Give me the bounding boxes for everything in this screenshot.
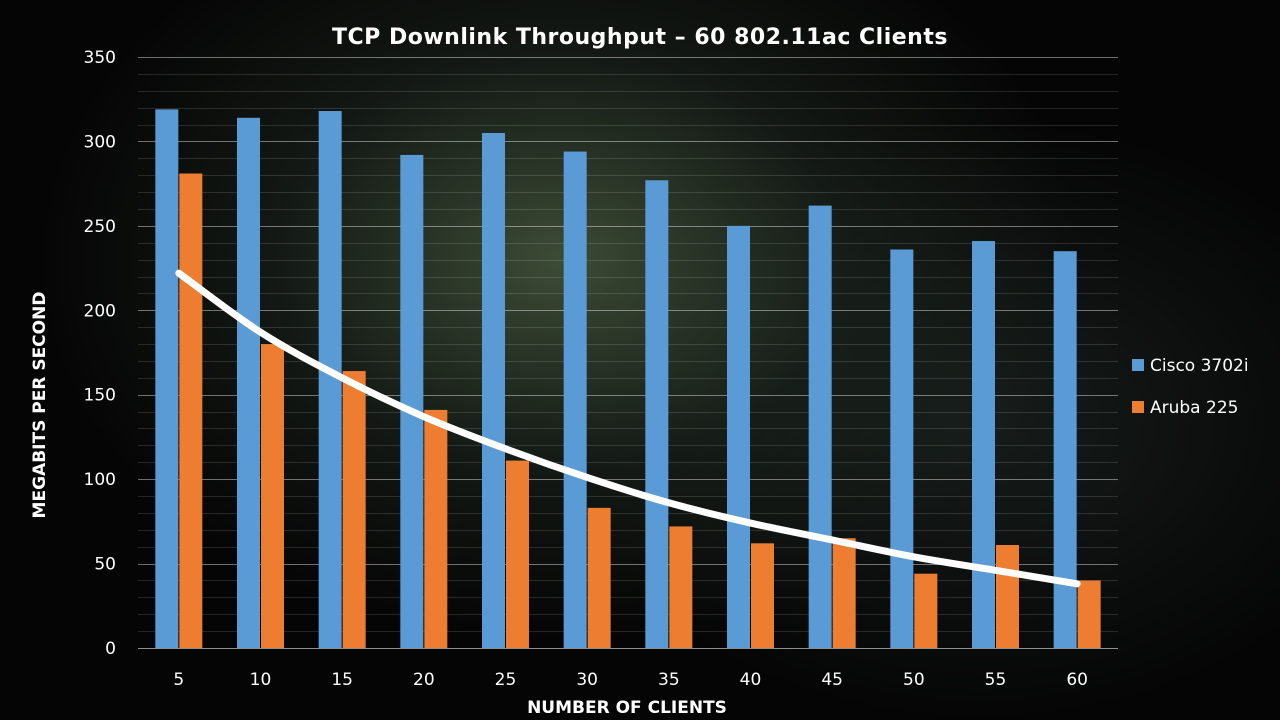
bar-cisco-3702i [237,117,260,648]
bar-cisco-3702i [808,205,832,648]
legend-swatch [1132,359,1144,371]
x-tick-label: 50 [903,670,925,690]
bar-cisco-3702i [563,151,587,648]
x-tick-label: 35 [658,670,680,690]
y-tick-label: 350 [84,48,116,68]
legend-swatch [1132,401,1144,413]
bar-aruba-225 [179,173,203,649]
y-tick-label: 100 [84,470,116,490]
bars [155,109,1101,649]
bar-aruba-225 [996,544,1019,648]
bar-aruba-225 [587,507,611,648]
bar-aruba-225 [669,526,693,648]
y-tick-label: 300 [84,132,116,152]
x-tick-label: 15 [331,670,353,690]
y-tick-label: 200 [84,301,116,321]
legend: Cisco 3702i Aruba 225 [1132,356,1249,418]
y-axis-title: MEGABITS PER SECOND [30,292,50,519]
bar-cisco-3702i [155,109,179,649]
x-tick-label: 45 [821,670,843,690]
bar-cisco-3702i [400,154,424,649]
y-tick-label: 150 [84,386,116,406]
y-tick-label: 250 [84,217,116,237]
x-tick-label: 40 [740,670,762,690]
bar-aruba-225 [424,409,448,648]
x-tick-label: 30 [576,670,598,690]
x-tick-label: 55 [985,670,1007,690]
bar-aruba-225 [832,538,856,648]
bar-aruba-225 [914,573,938,648]
x-tick-label: 5 [173,670,184,690]
x-tick-label: 25 [495,670,517,690]
bar-cisco-3702i [482,132,505,648]
legend-label: Aruba 225 [1150,398,1238,418]
x-axis-title: NUMBER OF CLIENTS [527,698,727,718]
x-tick-label: 20 [413,670,435,690]
trendline-curve [175,269,1081,588]
bar-aruba-225 [342,371,366,648]
bar-cisco-3702i [645,180,669,648]
bar-aruba-225 [261,344,284,648]
legend-label: Cisco 3702i [1150,356,1249,376]
bar-cisco-3702i [727,225,750,648]
y-tick-label: 0 [105,639,116,659]
bar-cisco-3702i [890,249,914,649]
bar-cisco-3702i [318,111,342,648]
gridlines [138,57,1118,649]
x-tick-label: 10 [250,670,272,690]
bar-cisco-3702i [1053,251,1077,648]
bar-aruba-225 [1077,580,1101,648]
y-axis-ticks: 0 50 100 150 200 250 300 350 [84,48,116,659]
bar-aruba-225 [751,543,774,648]
chart-title: TCP Downlink Throughput – 60 802.11ac Cl… [332,25,948,50]
bar-cisco-3702i [972,241,995,648]
x-tick-label: 60 [1066,670,1088,690]
bar-aruba-225 [506,460,529,648]
trendline [175,269,1081,588]
x-axis-ticks: 5 10 15 20 25 30 35 40 45 50 55 60 [173,670,1088,690]
y-tick-label: 50 [94,555,116,575]
